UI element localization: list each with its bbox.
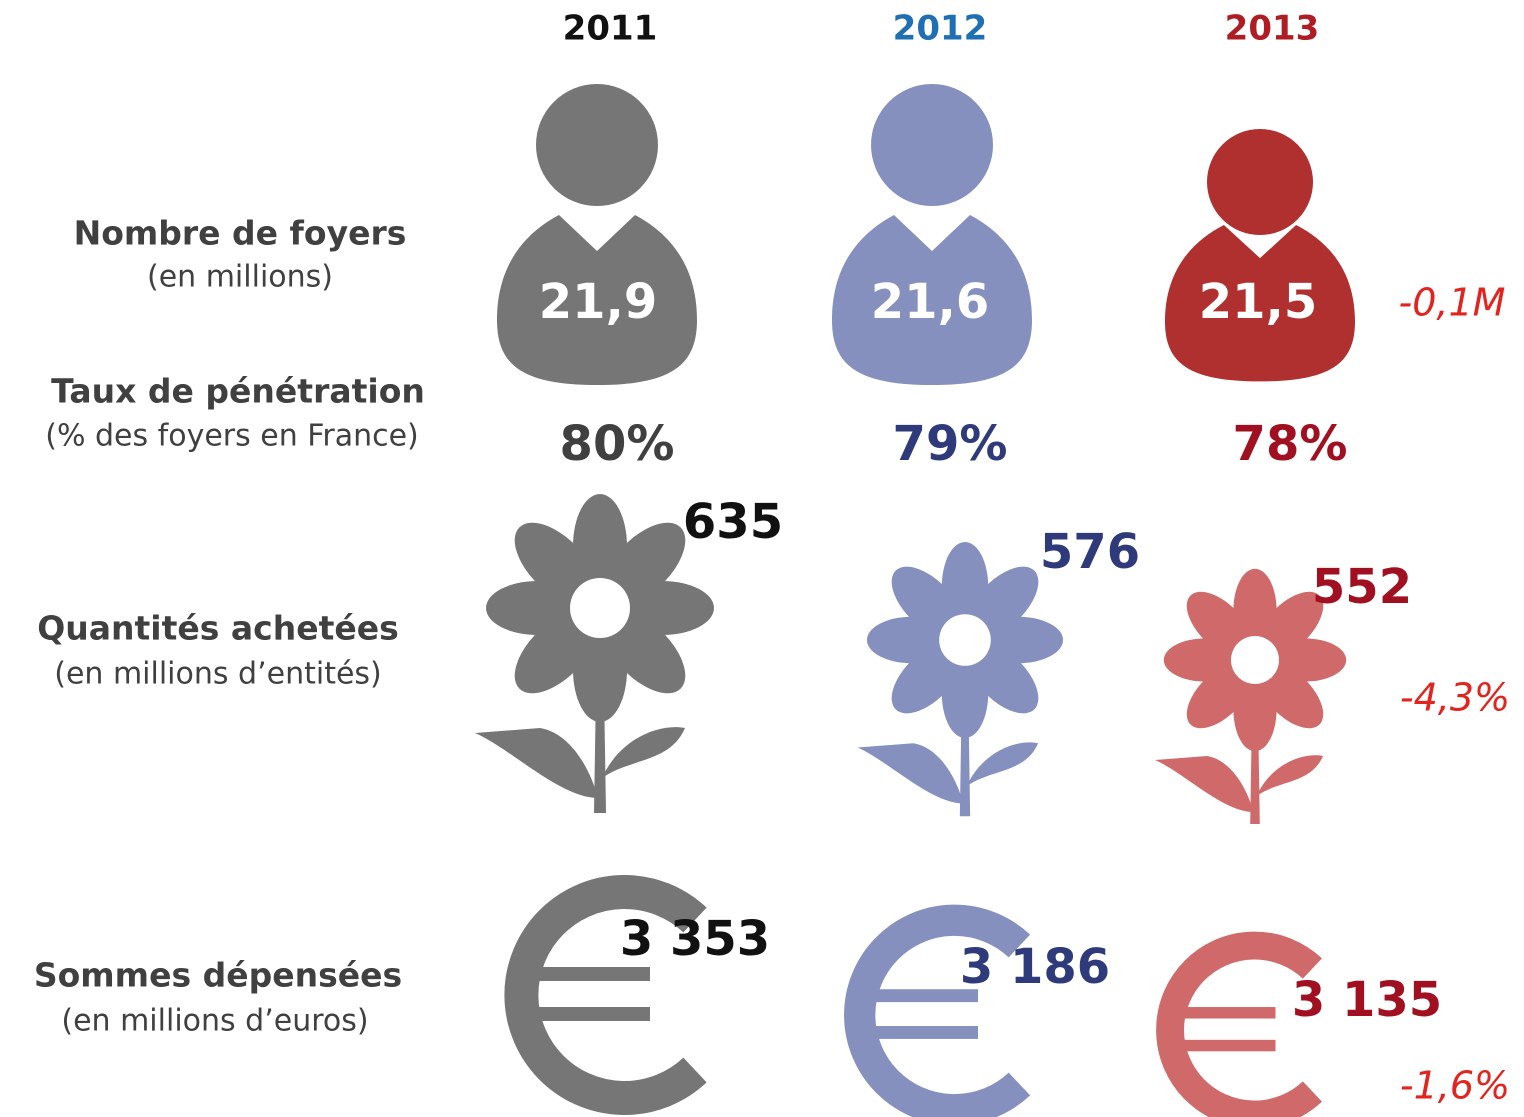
year: 2013: [1225, 9, 1320, 49]
row-label: Nombre de foyers: [74, 214, 407, 253]
row-sublabel: (% des foyers en France): [45, 419, 419, 454]
person-icon: [497, 84, 697, 385]
change: -1,6%: [1400, 1064, 1510, 1108]
value: 21,9: [539, 274, 657, 330]
person-icon: [1165, 129, 1355, 382]
row-sublabel: (en millions d’euros): [61, 1004, 368, 1039]
value: 576: [1040, 524, 1140, 580]
year: 2012: [893, 9, 988, 49]
change: -0,1M: [1399, 281, 1506, 325]
year: 2011: [563, 9, 658, 49]
value: 635: [683, 494, 783, 550]
value: 3 135: [1292, 972, 1442, 1028]
row-sublabel: (en millions d’entités): [54, 657, 382, 692]
value: 21,5: [1199, 274, 1317, 330]
row-label: Taux de pénétration: [51, 372, 425, 411]
value: 21,6: [871, 274, 989, 330]
value: 79%: [893, 416, 1008, 472]
change: -4,3%: [1400, 676, 1510, 720]
value: 80%: [560, 416, 675, 472]
value: 3 186: [960, 939, 1110, 995]
value: 3 353: [620, 911, 770, 967]
value: 78%: [1233, 416, 1348, 472]
euro-icon: [1161, 946, 1313, 1115]
flower-icon: [857, 541, 1064, 817]
row-sublabel: (en millions): [147, 260, 333, 295]
person-icon: [832, 84, 1032, 385]
value: 552: [1312, 559, 1412, 615]
flower-icon: [475, 494, 714, 813]
row-label: Sommes dépensées: [34, 956, 402, 995]
row-label: Quantités achetées: [37, 609, 399, 648]
